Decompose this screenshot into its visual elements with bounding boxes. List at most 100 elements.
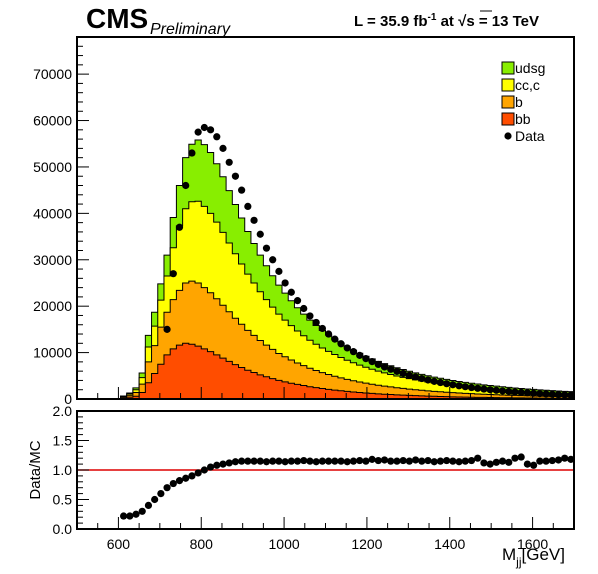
ratio-point	[418, 457, 426, 465]
ratio-point	[430, 458, 438, 466]
ratio-point	[200, 466, 208, 474]
ratio-point	[132, 510, 140, 518]
ratio-point	[393, 457, 401, 465]
legend-swatch	[501, 78, 515, 92]
ratio-point	[505, 458, 513, 466]
ratio-point	[144, 501, 153, 509]
ratio-point	[281, 458, 289, 466]
data-point	[443, 380, 451, 388]
data-point	[486, 386, 494, 394]
ratio-point	[337, 457, 345, 465]
data-point	[225, 158, 233, 166]
ratio-y-tick-label: 1.5	[53, 433, 73, 449]
ratio-y-tick-label: 0.0	[53, 521, 73, 537]
data-point	[169, 270, 177, 278]
data-point	[175, 223, 184, 231]
ratio-point	[542, 457, 550, 465]
ratio-point	[238, 457, 246, 465]
data-point	[498, 387, 507, 395]
ratio-axes: 0.0 0.5 1.0 1.5 2.0 600 800 1000 1200 1400 1600	[53, 403, 575, 552]
data-point	[505, 387, 513, 396]
data-point	[356, 351, 364, 359]
data-point	[312, 318, 320, 327]
ratio-point	[356, 456, 364, 465]
data-point	[188, 149, 196, 157]
energy-label: s = 13 TeV	[466, 13, 539, 30]
xlabel-main: M	[502, 545, 516, 564]
data-point	[393, 367, 401, 375]
xlabel-sub: jj	[515, 555, 521, 569]
data-point	[349, 348, 358, 356]
ratio-point	[455, 458, 463, 466]
y-tick-label: 40000	[33, 205, 72, 221]
lumi-prefix: L = 35.9 fb	[354, 13, 428, 30]
data-point	[293, 297, 302, 305]
ratio-point	[244, 457, 252, 465]
ratio-point	[293, 457, 302, 465]
ratio-point	[387, 457, 395, 465]
data-point	[362, 355, 370, 363]
data-point	[480, 385, 488, 393]
data-point	[567, 391, 575, 399]
ratio-point	[163, 484, 171, 492]
ratio-point	[325, 457, 333, 465]
data-point	[449, 381, 457, 389]
data-point	[536, 390, 544, 398]
y-tick-label: 60000	[33, 113, 72, 129]
data-point	[318, 324, 326, 333]
ratio-point	[443, 456, 451, 465]
data-point	[399, 369, 407, 378]
ratio-point	[306, 457, 314, 465]
ratio-point	[151, 495, 159, 504]
ratio-ylabel: Data/MC	[27, 440, 44, 499]
x-axis-label: Mjj[GeV]	[502, 545, 565, 569]
legend-label: cc,c	[515, 77, 540, 93]
sqrt-symbol: √	[458, 13, 467, 30]
ratio-point	[182, 474, 190, 482]
main-panel: 0 10000 20000 30000 40000 50000 60000 70000 uds…	[33, 36, 575, 407]
ratio-point	[138, 507, 146, 515]
ratio-point	[411, 456, 420, 464]
data-point	[213, 133, 221, 141]
x-tick-label: 1600	[517, 536, 548, 552]
ratio-point	[498, 457, 507, 465]
y-tick-label: 30000	[33, 252, 72, 268]
data-point	[256, 230, 264, 238]
ratio-point	[300, 456, 308, 465]
ratio-point	[492, 458, 500, 466]
ratio-point	[349, 457, 358, 465]
data-point	[368, 358, 376, 366]
x-tick-label: 600	[107, 536, 131, 552]
ratio-points	[119, 453, 575, 520]
legend-label: Data	[515, 128, 545, 144]
data-point	[244, 202, 252, 210]
ratio-point	[517, 453, 525, 461]
ratio-point	[256, 457, 264, 465]
ratio-point	[119, 512, 128, 520]
data-point	[511, 388, 519, 396]
ratio-point	[523, 460, 532, 468]
legend-swatch	[501, 61, 515, 75]
ratio-y-tick-label: 1.0	[53, 462, 73, 478]
legend-swatch	[501, 112, 515, 126]
legend-marker-data	[504, 132, 512, 140]
status-label: Preliminary	[150, 21, 231, 38]
data-point	[530, 389, 538, 397]
data-point	[331, 335, 339, 343]
x-tick-label: 1400	[434, 536, 465, 552]
data-point	[561, 391, 569, 399]
data-point	[517, 388, 525, 397]
ratio-point	[331, 457, 339, 465]
y-tick-label: 70000	[33, 66, 72, 82]
y-tick-label: 50000	[33, 159, 72, 175]
data-point	[455, 382, 463, 390]
x-tick-label: 800	[190, 536, 214, 552]
lumi-mid: at	[436, 13, 458, 30]
ratio-point	[188, 472, 196, 480]
ratio-point	[231, 458, 240, 466]
ratio-y-tick-label: 0.5	[53, 492, 73, 508]
histogram-bb	[89, 342, 575, 400]
data-point	[287, 288, 295, 296]
stacked-histograms	[89, 139, 575, 400]
data-point	[281, 279, 289, 287]
